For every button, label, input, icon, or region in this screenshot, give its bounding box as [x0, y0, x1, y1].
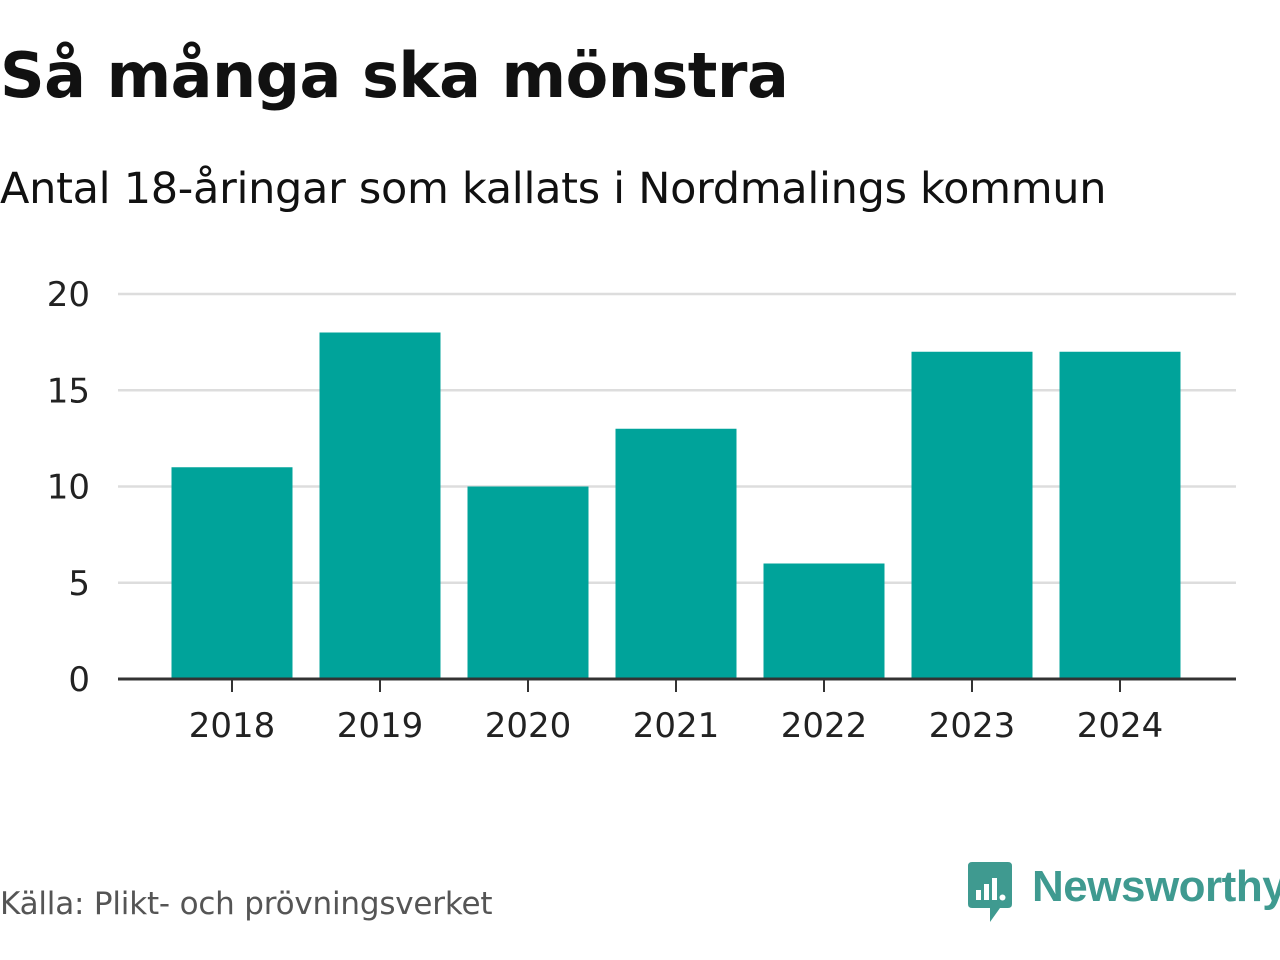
bars: [171, 332, 1181, 679]
bar-chart: 0 5 10 15 20 2018 2019 2020 2021 2022 2023 2024: [47, 275, 1236, 746]
y-tick-label: 5: [68, 564, 90, 604]
x-tick-label: 2019: [337, 706, 424, 746]
bar-2022: [763, 563, 885, 679]
x-tick-label: 2023: [929, 706, 1016, 746]
y-tick-label: 15: [47, 371, 90, 411]
y-tick-label: 20: [47, 275, 90, 315]
x-tick-label: 2020: [485, 706, 572, 746]
x-tick-label: 2024: [1077, 706, 1164, 746]
bar-2018: [171, 467, 293, 679]
chart-title: Så många ska mönstra: [0, 39, 789, 112]
y-tick-label: 10: [47, 468, 90, 508]
chart-subtitle: Antal 18-åringar som kallats i Nordmalin…: [0, 164, 1107, 214]
bar-2024: [1059, 351, 1181, 679]
x-axis: [118, 677, 1236, 692]
bar-2020: [467, 486, 589, 679]
brand-name: Newsworthy: [1032, 862, 1280, 911]
x-tick-label: 2021: [633, 706, 720, 746]
brand-logo: Newsworthy: [964, 860, 1280, 930]
x-tick-label: 2022: [781, 706, 868, 746]
x-tick-label: 2018: [189, 706, 276, 746]
newsworthy-logo-icon: [968, 862, 1012, 922]
bar-2019: [319, 332, 441, 679]
bar-2023: [911, 351, 1033, 679]
y-tick-label: 0: [68, 660, 90, 700]
source-note: Källa: Plikt- och prövningsverket: [0, 886, 493, 922]
axis-labels: 0 5 10 15 20 2018 2019 2020 2021 2022 2023 2024: [47, 275, 1164, 746]
bar-2021: [615, 428, 737, 679]
